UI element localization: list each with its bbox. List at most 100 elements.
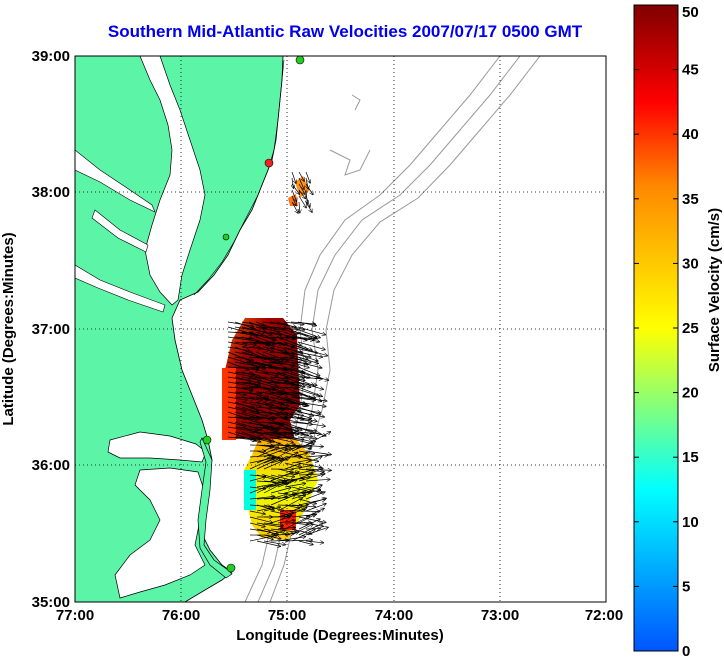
velocity-arrow xyxy=(305,504,326,512)
x-tick-label: 76:00 xyxy=(162,607,200,624)
velocity-arrow xyxy=(255,346,274,352)
velocity-arrow xyxy=(291,441,315,452)
velocity-arrow xyxy=(263,448,287,458)
rappahannock-river xyxy=(91,209,149,253)
velocity-arrow xyxy=(241,367,265,368)
velocity-arrow xyxy=(276,391,296,395)
velocity-arrow xyxy=(255,326,280,332)
velocity-arrow xyxy=(297,351,323,357)
velocity-arrow xyxy=(276,411,304,416)
velocity-arrow xyxy=(241,411,264,418)
velocity-arrow xyxy=(290,341,312,350)
velocity-arrow xyxy=(283,356,302,360)
velocity-arrow xyxy=(262,436,291,448)
velocity-arrow xyxy=(248,326,272,335)
velocity-arrow xyxy=(227,341,247,345)
velocity-arrow xyxy=(297,326,325,335)
velocity-arrow xyxy=(270,494,288,500)
colorbar xyxy=(633,4,679,652)
velocity-arrow xyxy=(290,371,310,378)
velocity-arrow xyxy=(227,371,257,378)
velocity-arrow xyxy=(284,489,300,494)
velocity-arrow xyxy=(290,376,314,385)
velocity-arrow xyxy=(298,516,326,523)
velocity-arrow xyxy=(256,498,274,499)
velocity-arrow xyxy=(255,406,285,409)
velocity-arrow xyxy=(276,341,294,348)
velocity-arrow xyxy=(298,195,306,208)
velocity-arrow xyxy=(284,462,302,467)
velocity-arrow xyxy=(263,481,286,494)
velocity-arrow xyxy=(227,396,247,400)
plot-frame xyxy=(74,55,607,603)
velocity-arrow xyxy=(270,517,290,524)
velocity-arrow xyxy=(291,524,313,536)
velocity-arrow xyxy=(262,396,284,404)
velocity-arrow xyxy=(305,529,320,530)
x-tick-label: 75:00 xyxy=(268,607,306,624)
velocity-arrow xyxy=(305,479,330,481)
velocity-arrow xyxy=(255,376,281,383)
x-axis-label: Longitude (Degrees:Minutes) xyxy=(236,627,444,644)
velocity-arrow xyxy=(298,171,304,181)
velocity-arrow xyxy=(269,421,294,430)
colorbar-tick-label: 20 xyxy=(682,385,699,402)
velocity-arrow xyxy=(290,346,318,353)
velocity-arrow xyxy=(248,436,271,442)
velocity-arrow xyxy=(277,498,302,512)
velocity-arrow xyxy=(248,361,271,366)
velocity-arrow xyxy=(305,432,330,446)
colorbar-tick-label: 50 xyxy=(682,4,699,21)
velocity-arrow xyxy=(256,540,281,546)
velocity-arrow xyxy=(255,431,280,437)
site-marker xyxy=(222,233,230,241)
velocity-arrow xyxy=(256,534,273,539)
velocity-arrow xyxy=(249,496,275,500)
velocity-arrow xyxy=(277,475,295,477)
velocity-arrow xyxy=(249,535,277,542)
velocity-arrow xyxy=(283,376,311,387)
velocity-arrow xyxy=(269,396,294,403)
x-tick-label: 72:00 xyxy=(585,607,623,624)
velocity-arrow xyxy=(297,346,327,356)
velocity-arrow xyxy=(291,505,308,512)
velocity-arrow xyxy=(290,436,312,442)
velocity-field-main-west xyxy=(222,368,236,440)
velocity-arrow xyxy=(241,436,261,442)
velocity-arrow xyxy=(234,406,259,413)
velocity-arrow xyxy=(298,445,323,447)
velocity-arrow xyxy=(256,486,271,494)
velocity-arrow xyxy=(291,195,296,206)
y-tick-label: 36:00 xyxy=(32,457,70,474)
velocity-arrow xyxy=(276,431,298,434)
velocity-arrow xyxy=(305,541,323,543)
velocity-arrow xyxy=(305,455,328,457)
velocity-arrow xyxy=(297,371,328,380)
velocity-arrow xyxy=(297,421,325,426)
velocity-arrow xyxy=(262,331,281,335)
velocity-arrow xyxy=(284,504,300,508)
site-marker xyxy=(295,56,305,65)
y-tick-labels: 39:00 38:00 37:00 36:00 35:00 xyxy=(32,48,70,611)
velocity-arrow xyxy=(234,341,256,345)
velocity-arrow xyxy=(291,494,306,500)
outer-banks xyxy=(197,437,233,579)
velocity-arrow xyxy=(276,321,305,330)
velocity-arrow xyxy=(255,371,278,376)
site-marker xyxy=(202,435,212,445)
velocity-arrow xyxy=(269,326,298,330)
velocity-arrow xyxy=(297,406,320,415)
velocity-arrow xyxy=(298,474,324,482)
velocity-arrow xyxy=(291,470,314,476)
velocity-arrow xyxy=(263,540,285,545)
velocity-arrow xyxy=(227,351,251,361)
y-tick-label: 35:00 xyxy=(32,594,70,611)
velocity-arrow xyxy=(234,401,258,411)
velocity-arrow xyxy=(262,356,283,362)
albemarle-sound xyxy=(107,431,207,463)
velocity-arrow xyxy=(248,376,277,386)
velocity-arrow xyxy=(227,401,254,407)
velocity-arrow xyxy=(291,453,307,458)
velocity-arrow xyxy=(283,381,305,387)
velocity-arrow xyxy=(290,391,315,398)
